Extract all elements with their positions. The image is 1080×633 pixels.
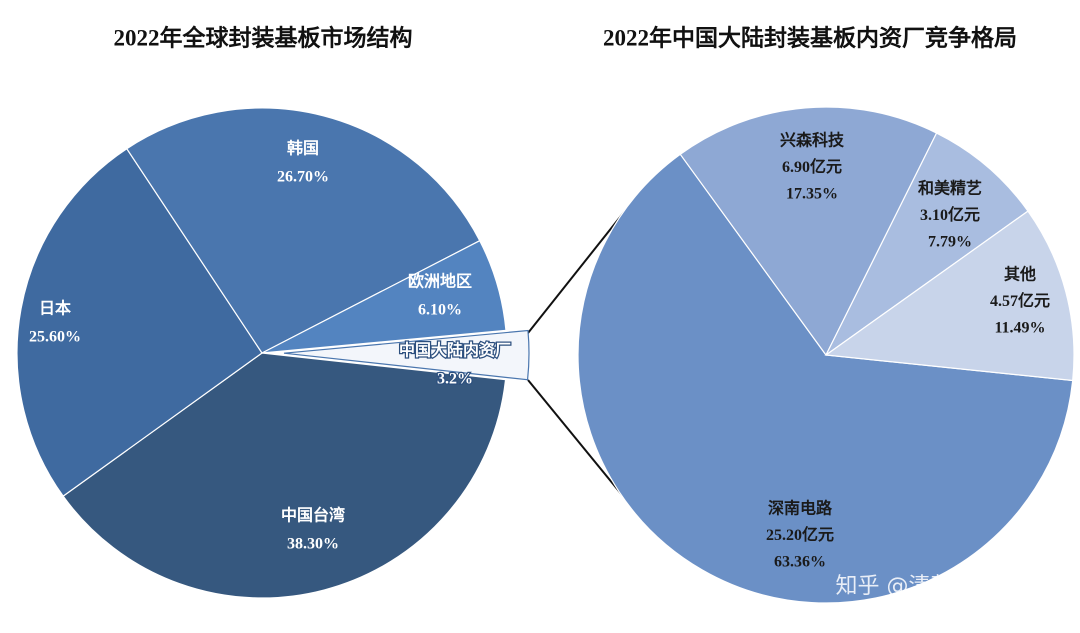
slice-label: 其他: [1004, 265, 1036, 284]
slice-label: 日本: [39, 299, 71, 318]
pie-slice: [824, 210, 1075, 382]
pie-slice: [679, 106, 938, 357]
data-label: 38.30%: [287, 536, 339, 553]
data-label: 3.2%: [437, 371, 473, 388]
pie-slice: [62, 352, 507, 599]
pie-slice: [825, 132, 1029, 356]
slice-label: 中国大陆内资厂: [399, 341, 511, 360]
data-label: 25.20亿元: [766, 525, 834, 544]
data-label: 6.10%: [418, 302, 462, 319]
data-label: 17.35%: [786, 186, 838, 203]
pie-slice: [261, 239, 507, 354]
watermark: 知乎 @清荼荟: [836, 574, 975, 599]
slice-label: 深南电路: [768, 499, 833, 518]
data-label: 7.79%: [928, 234, 972, 251]
pies: 中国大陆内资厂 3.2% 中国台湾 38.30% 日本 25.60% 韩国 26.70% 欧洲地…: [16, 106, 1075, 604]
data-label: 25.60%: [29, 329, 81, 346]
pie-slice: [283, 329, 530, 381]
chart-title: 2022年全球封装基板市场结构: [114, 24, 413, 50]
pie-slice: [16, 147, 263, 497]
data-label: 3.10亿元: [920, 205, 980, 224]
pie-slice: [577, 153, 1074, 604]
data-label: 11.49%: [994, 320, 1045, 337]
slice-label: 兴森科技: [780, 131, 845, 150]
data-label: 26.70%: [277, 169, 329, 186]
slice-label: 欧洲地区: [408, 272, 472, 291]
slice-label: 和美精艺: [918, 179, 982, 198]
pie-slice: [125, 107, 481, 354]
slice-label: 中国台湾: [281, 506, 345, 525]
data-label: 63.36%: [774, 554, 826, 571]
data-label: 4.57亿元: [990, 291, 1050, 310]
data-label: 6.90亿元: [782, 157, 842, 176]
slice-label: 韩国: [287, 139, 319, 158]
chart-title: 2022年中国大陆封装基板内资厂竞争格局: [603, 24, 1017, 50]
